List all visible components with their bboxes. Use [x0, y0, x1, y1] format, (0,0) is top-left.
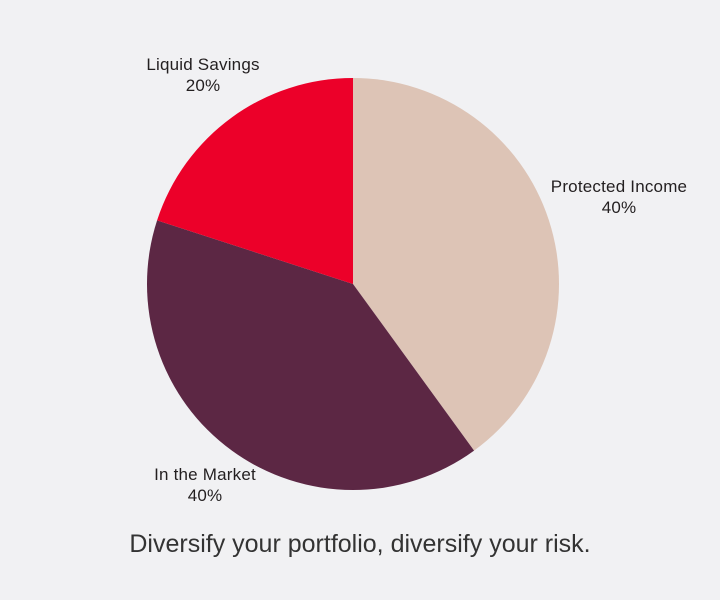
- slice-percent: 40%: [601, 198, 637, 217]
- slice-name: Protected Income: [550, 177, 688, 196]
- slice-label-protected-income: Protected Income 40%: [529, 176, 709, 218]
- slice-percent: 20%: [185, 76, 221, 95]
- pie-slice-protected-income: [353, 78, 559, 451]
- pie-slice-liquid-savings: [157, 78, 353, 284]
- pie-slice-in-the-market: [146, 220, 475, 491]
- slice-name: Liquid Savings: [146, 55, 260, 74]
- slice-label-liquid-savings: Liquid Savings 20%: [93, 54, 313, 96]
- slice-percent: 40%: [187, 486, 223, 505]
- slice-name: In the Market: [154, 465, 256, 484]
- slice-label-in-the-market: In the Market 40%: [95, 464, 315, 506]
- chart-caption: Diversify your portfolio, diversify your…: [129, 530, 591, 558]
